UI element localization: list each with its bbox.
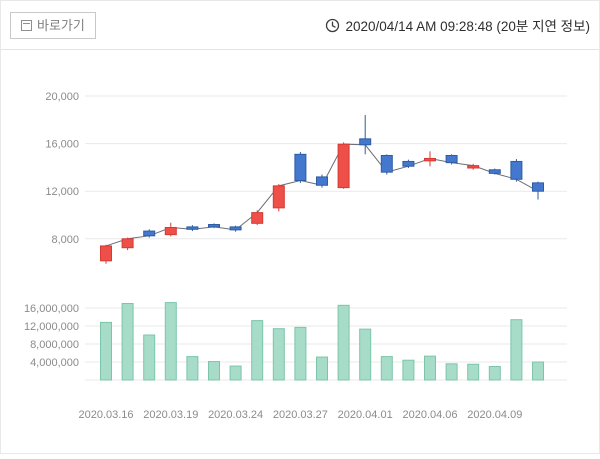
candle-body [380,155,393,173]
candle-body [402,160,415,167]
volume-axis-label: 8,000,000 [30,339,79,351]
volume-bar [488,366,501,381]
volume-bar [510,319,523,381]
candle-body [467,165,480,169]
candle-body [532,182,544,192]
candle-body [316,176,328,186]
price-axis-label: 16,000 [45,139,79,151]
header: 바로가기 2020/04/14 AM 09:28:48 (20분 지연 정보) [1,1,599,50]
volume-bar [316,356,328,381]
window-icon [21,19,32,31]
price-axis-label: 20,000 [45,91,79,103]
candle-body [229,226,242,231]
volume-bar [467,363,480,381]
shortcut-button[interactable]: 바로가기 [10,11,96,39]
candle-body [251,212,264,224]
candle-body [359,138,372,146]
volume-axis-label: 4,000,000 [30,357,79,369]
volume-bar [532,361,544,381]
x-axis-label: 2020.04.01 [338,409,393,421]
candle-body [121,238,134,249]
chart-area: 20,000 16,000 12,000 8,000 16,000,000 12,000,… [1,50,600,454]
candle-body [488,169,501,174]
volume-bar [402,359,415,381]
candle-body [510,160,523,180]
volume-axis-label: 16,000,000 [24,303,79,315]
volume-bar [424,355,436,381]
candle-body [445,155,458,164]
x-axis-label: 2020.03.19 [143,409,198,421]
volume-bar [251,320,264,381]
x-axis-label: 2020.04.06 [402,409,457,421]
timestamp-text: 2020/04/14 AM 09:28:48 (20분 지연 정보) [345,19,590,34]
price-axis-label: 12,000 [45,186,79,198]
clock-icon [325,18,339,32]
volume-bar [164,302,177,381]
volume-bar [143,334,156,381]
volume-bar [294,326,307,381]
shortcut-label: 바로가기 [37,17,85,33]
volume-axis-label: 12,000,000 [24,321,79,333]
quote-timestamp: 2020/04/14 AM 09:28:48 (20분 지연 정보) [325,15,590,35]
volume-bar [186,356,199,381]
volume-bar [272,328,285,381]
volume-bar [100,321,112,381]
volume-bar [229,365,242,381]
candle-body [143,230,156,237]
volume-bar [121,303,134,381]
candle-body [337,143,350,189]
candle-body [424,157,436,162]
volume-bar [380,356,393,381]
x-axis-label: 2020.03.16 [78,409,133,421]
candle-body [186,226,199,230]
x-axis-label: 2020.03.24 [208,409,263,421]
price-axis-label: 8,000 [51,234,79,246]
volume-bar [337,304,350,381]
candle-body [164,226,177,236]
x-axis-label: 2020.03.27 [273,409,328,421]
volume-bar [445,363,458,381]
price-volume-chart: 20,000 16,000 12,000 8,000 16,000,000 12,000,… [24,91,567,421]
candle-body [100,245,112,262]
candle-body [208,224,220,228]
candle-body [272,185,285,209]
x-axis-label: 2020.04.09 [467,409,522,421]
candle-body [294,153,307,181]
volume-bar [359,328,372,381]
volume-bar [208,361,220,381]
